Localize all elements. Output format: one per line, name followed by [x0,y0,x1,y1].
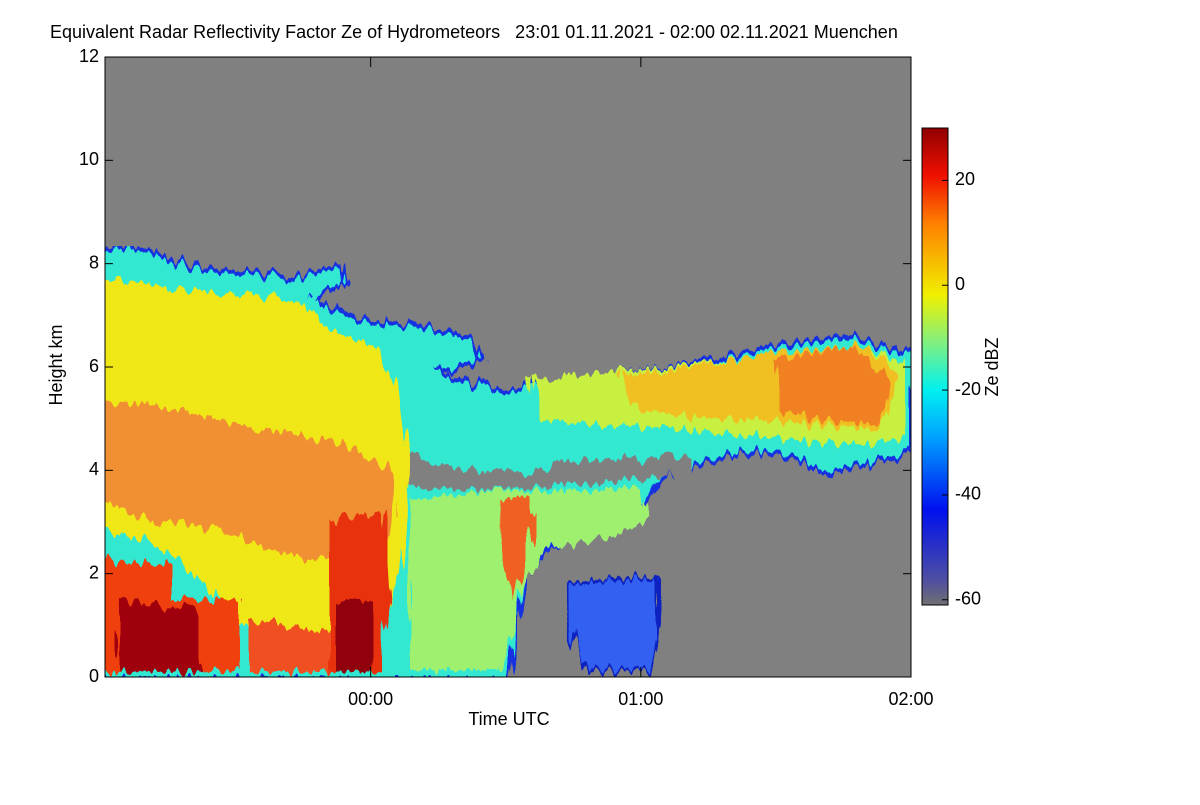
colorbar [921,127,949,606]
colorbar-label: Ze dBZ [982,337,1002,396]
x-tick-label: 00:00 [348,689,393,709]
x-tick-label: 02:00 [888,689,933,709]
y-tick-label: 6 [89,356,99,376]
y-tick-label: 0 [89,666,99,686]
chart-title: Equivalent Radar Reflectivity Factor Ze … [50,22,898,42]
y-tick-label: 10 [79,149,99,169]
colorbar-tick-label: 0 [955,274,965,294]
colorbar-tick-label: 20 [955,169,975,189]
colorbar-tick-label: -60 [955,589,981,609]
colorbar-tick-label: -40 [955,484,981,504]
y-tick-label: 8 [89,252,99,272]
colorbar-tick-label: -20 [955,379,981,399]
y-tick-label: 12 [79,46,99,66]
x-tick-label: 01:00 [618,689,663,709]
echo-field [105,243,911,677]
y-axis-label: Height km [46,324,66,405]
x-axis-label: Time UTC [468,709,549,729]
y-tick-label: 2 [89,562,99,582]
y-tick-label: 4 [89,459,99,479]
